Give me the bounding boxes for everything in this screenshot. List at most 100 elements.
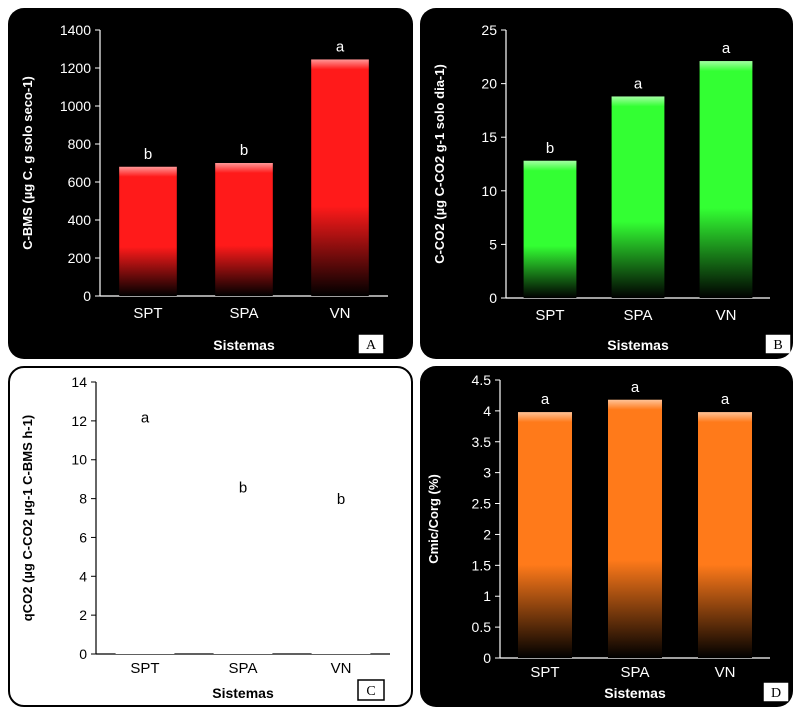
x-tick-label: SPA [230,305,259,322]
bar-vn [311,512,371,654]
bar-spa [608,399,662,658]
x-tick-label: SPA [229,660,258,677]
panel-letter-box [764,333,792,355]
y-axis-label: Cmic/Corg (%) [426,474,441,564]
y-tick-label: 0.5 [472,619,492,635]
y-tick-label: 20 [481,76,497,92]
bar-highlight [608,399,662,410]
y-tick-label: 10 [71,452,87,468]
y-tick-label: 1 [483,588,491,604]
y-axis-label: C-BMS (µg C. g solo seco-1) [20,76,35,250]
y-tick-label: 4 [483,403,491,419]
bar-highlight [119,166,177,177]
bar-vn [311,59,369,297]
bar-highlight [311,512,371,523]
y-tick-label: 5 [489,236,497,252]
y-tick-label: 1200 [60,60,91,76]
significance-letter: b [546,140,554,157]
chart-b: 0 5 10 15 20 25 b SPT a SPA a VN Sistemas C-CO2 (µg C… [432,22,792,355]
y-tick-label: 12 [71,413,87,429]
y-tick-label: 3 [483,465,491,481]
y-tick-label: 8 [79,491,87,507]
bar-spa [215,163,273,296]
bar-vn [698,412,752,658]
y-tick-label: 4.5 [472,372,492,388]
y-tick-label: 0 [489,290,497,306]
significance-letter: b [240,142,248,159]
x-tick-label: SPT [530,664,559,681]
y-tick-label: 200 [68,250,92,266]
chart-panel-c: 0 2 4 6 8 10 12 14 a SPT b SPA b VN Sistemas qCO2 (µg C… [8,366,413,707]
bar-spt [119,166,177,296]
x-tick-label: VN [716,307,737,324]
chart-c: 0 2 4 6 8 10 12 14 a SPT b SPA b VN Sistemas qCO2 (µg C… [20,374,390,701]
y-tick-label: 1400 [60,22,91,38]
y-tick-label: 800 [68,136,92,152]
x-axis-label: Sistemas [604,685,666,701]
panel-letter: A [366,338,377,353]
bar-spa [213,500,273,654]
chart-d: 0 0.5 1 1.5 2 2.5 3 3.5 4 4.5 a SPT a SPA a VN Sistemas C… [426,372,790,703]
chart-a: 0 200 400 600 800 1000 1200 1400 b SPT b SPA a VN Sist… [20,22,388,355]
y-tick-label: 0 [483,650,491,666]
panel-letter-box [357,333,385,355]
bar-highlight [698,412,752,423]
y-tick-label: 6 [79,529,87,545]
y-tick-label: 1.5 [472,557,492,573]
x-tick-label: VN [330,305,351,322]
x-tick-label: SPA [621,664,650,681]
panel-letter-box [762,681,790,703]
y-tick-label: 2 [483,526,491,542]
x-tick-label: SPT [535,307,564,324]
bar-highlight [311,59,369,70]
y-tick-label: 400 [68,212,92,228]
bar-spt [518,412,572,658]
x-tick-label: VN [331,660,352,677]
y-tick-label: 600 [68,174,92,190]
y-tick-label: 2 [79,607,87,623]
bar-highlight [215,163,273,173]
chart-panel-b: 0 5 10 15 20 25 b SPT a SPA a VN Sistemas C-CO2 (µg C… [420,8,793,359]
significance-letter: b [337,491,345,508]
significance-letter: a [634,75,643,92]
y-tick-label: 15 [481,129,497,145]
x-tick-label: SPA [624,307,653,324]
bar-highlight [213,500,273,511]
x-tick-label: SPT [130,660,159,677]
significance-letter: a [541,391,550,408]
y-axis-label: qCO2 (µg C-CO2 µg-1 C-BMS h-1) [20,415,35,621]
significance-letter: a [141,410,150,427]
significance-letter: a [336,38,345,55]
y-tick-label: 14 [71,374,87,390]
y-tick-label: 3.5 [472,434,492,450]
x-tick-label: SPT [133,305,162,322]
y-tick-label: 25 [481,22,497,38]
chart-panel-a: 0 200 400 600 800 1000 1200 1400 b SPT b SPA a VN Sist… [8,8,413,359]
panel-letter: B [773,338,782,353]
bar-highlight [518,412,572,423]
panel-letter: D [771,686,781,701]
significance-letter: a [721,391,730,408]
x-tick-label: VN [715,664,736,681]
bar-highlight [611,96,665,107]
chart-panel-d: 0 0.5 1 1.5 2 2.5 3 3.5 4 4.5 a SPT a SPA a VN Sistemas C… [420,366,793,707]
bar-highlight [523,160,577,171]
panel-letter: C [366,684,375,699]
x-axis-label: Sistemas [213,337,275,353]
y-tick-label: 4 [79,568,87,584]
bar-highlight [115,430,175,441]
panel-letter-box [357,679,385,701]
significance-letter: a [631,379,640,396]
bar-spt [523,160,577,298]
x-axis-label: Sistemas [607,337,669,353]
y-axis-label: C-CO2 (µg C-CO2 g-1 solo dia-1) [432,64,447,264]
significance-letter: b [239,480,247,497]
significance-letter: a [722,40,731,57]
y-tick-label: 1000 [60,98,91,114]
y-tick-label: 10 [481,183,497,199]
significance-letter: b [144,146,152,163]
bar-spa [611,96,665,299]
x-axis-label: Sistemas [212,685,274,701]
bar-highlight [699,61,753,72]
bar-spt [115,430,175,654]
